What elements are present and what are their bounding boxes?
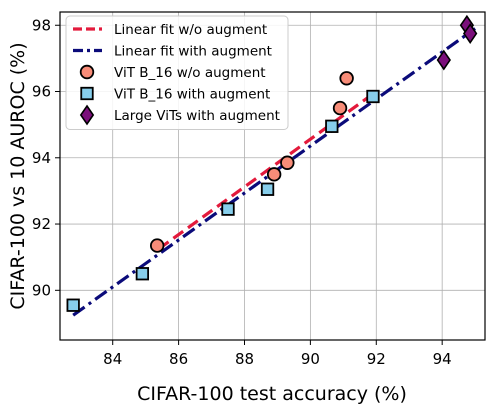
square-point	[66, 298, 80, 312]
legend-label: Linear fit with augment	[114, 44, 272, 60]
x-tick-label: 94	[433, 350, 452, 368]
plot-area	[66, 14, 478, 317]
circle-point	[266, 167, 282, 182]
legend-box	[65, 15, 289, 130]
x-tick-label: 92	[367, 350, 386, 368]
legend-square-swatch	[80, 86, 94, 101]
circle-point	[339, 71, 354, 86]
x-tick-label: 88	[235, 350, 254, 368]
square-point	[221, 202, 235, 216]
legend: Linear fit w/o augment Linear fit with au…	[65, 15, 289, 130]
x-tick-label: 90	[301, 350, 320, 368]
plot-frame	[59, 11, 486, 341]
y-axis-label: CIFAR-100 vs 10 AUROC (%)	[7, 42, 29, 309]
x-tick-label: 86	[169, 350, 188, 368]
axes: 84 86 88 90 92 94 90 92 94 96 98	[32, 16, 452, 368]
circle-point	[280, 155, 295, 170]
y-tick-label: 98	[32, 16, 51, 34]
legend-label: Linear fit w/o augment	[114, 22, 267, 38]
fit-line	[157, 90, 378, 251]
circle-point	[149, 238, 165, 253]
diamond-point	[436, 49, 451, 71]
x-tick-label: 84	[103, 350, 122, 368]
square-point	[366, 89, 380, 104]
legend-diamond-swatch	[79, 104, 95, 126]
square-point	[325, 119, 339, 133]
square-point	[260, 182, 275, 196]
x-axis-label: CIFAR-100 test accuracy (%)	[137, 383, 407, 405]
legend-label: ViT B_16 with augment	[114, 87, 270, 103]
circle-point	[332, 100, 348, 116]
y-tick-label: 94	[32, 149, 51, 167]
y-tick-label: 96	[32, 83, 51, 101]
diamond-point	[463, 23, 478, 44]
y-tick-label: 92	[32, 215, 51, 233]
legend-label: Large ViTs with augment	[114, 108, 280, 124]
square-point	[135, 267, 150, 281]
legend-label: ViT B_16 w/o augment	[114, 65, 266, 81]
legend-circle-swatch	[79, 64, 95, 80]
y-tick-label: 90	[32, 281, 51, 299]
